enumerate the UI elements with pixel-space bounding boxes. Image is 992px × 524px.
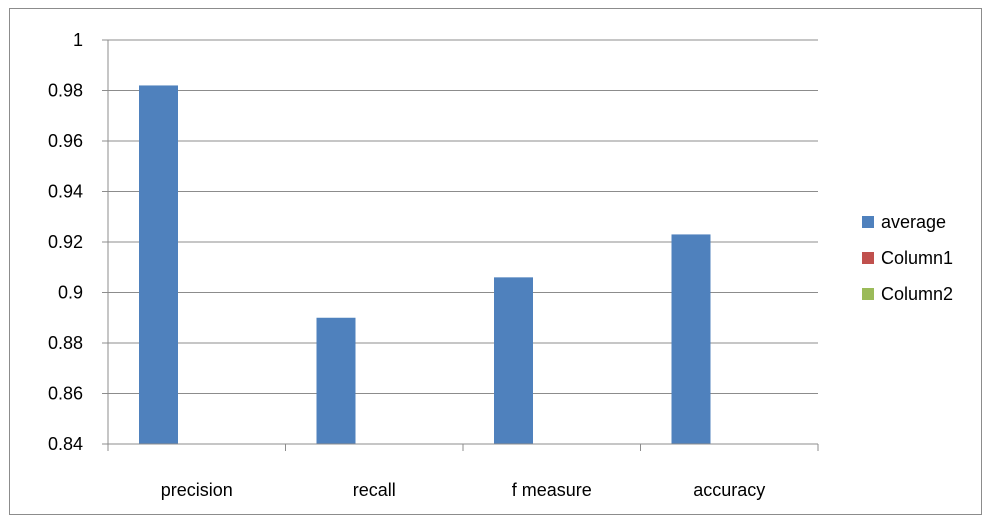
legend-label-Column1: Column1 <box>881 248 953 268</box>
y-tick-label: 0.86 <box>48 384 83 404</box>
bar-average-f-measure <box>494 277 533 444</box>
legend-swatch-Column1 <box>862 252 874 264</box>
bar-average-accuracy <box>671 234 711 444</box>
legend-label-average: average <box>881 212 946 232</box>
legend-swatch-average <box>862 216 874 228</box>
y-tick-label: 1 <box>73 30 83 50</box>
bar-average-precision <box>139 85 178 444</box>
legend-label-Column2: Column2 <box>881 284 953 304</box>
gridlines <box>108 39 818 445</box>
y-tick-label: 0.88 <box>48 333 83 353</box>
bars <box>139 85 711 444</box>
x-tick-labels: precision recall f measure accuracy <box>107 444 819 500</box>
legend: average Column1 Column2 <box>862 212 953 304</box>
x-tick-label: precision <box>161 480 233 500</box>
legend-swatch-Column2 <box>862 288 874 300</box>
x-tick-label: f measure <box>512 480 592 500</box>
bar-average-recall <box>316 317 356 444</box>
y-tick-labels: 0.84 0.86 0.88 0.9 0.92 0.94 0.96 0.98 1 <box>48 30 108 454</box>
y-tick-label: 0.94 <box>48 182 83 202</box>
x-tick-label: recall <box>353 480 396 500</box>
y-tick-label: 0.84 <box>48 434 83 454</box>
x-tick-label: accuracy <box>693 480 765 500</box>
y-tick-label: 0.98 <box>48 81 83 101</box>
y-tick-label: 0.96 <box>48 131 83 151</box>
y-tick-label: 0.92 <box>48 232 83 252</box>
y-tick-label: 0.9 <box>58 283 83 303</box>
